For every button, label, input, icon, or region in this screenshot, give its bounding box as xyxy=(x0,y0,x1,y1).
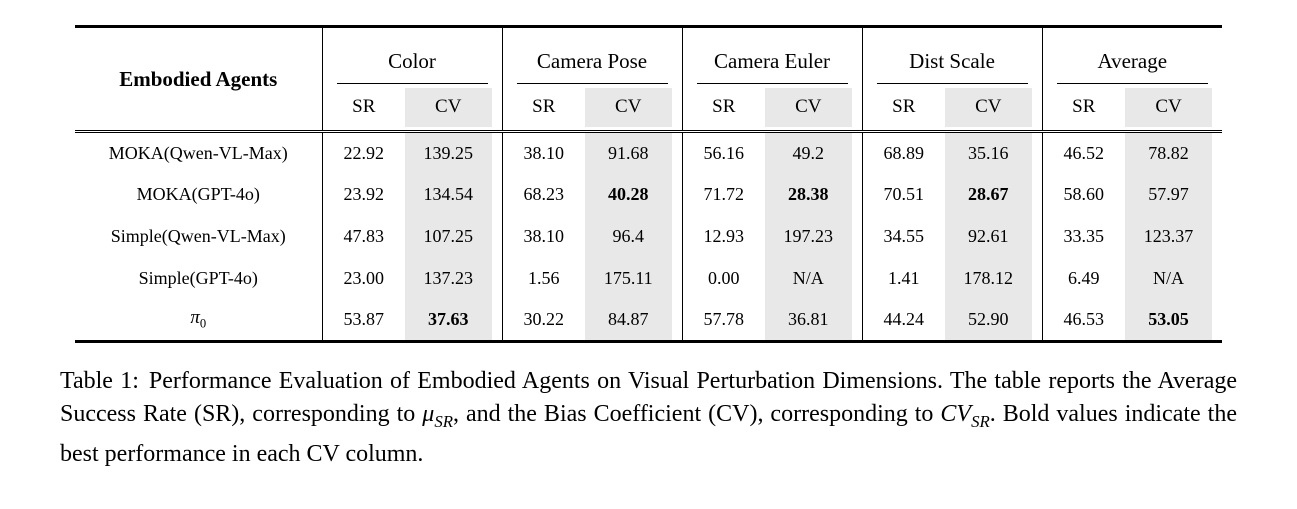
subheader-sr-average: SR xyxy=(1041,83,1126,133)
row-label: MOKA(Qwen-VL-Max) xyxy=(108,142,288,163)
sr-value: 30.22 xyxy=(501,299,585,342)
row-label: MOKA(GPT-4o) xyxy=(136,184,260,204)
cv-glyph: CV xyxy=(940,401,972,427)
cv-value: 134.54 xyxy=(405,173,502,216)
group-header-average: Average xyxy=(1041,26,1223,84)
cv-value: 197.23 xyxy=(765,215,862,258)
cv-value-best: 28.38 xyxy=(765,173,862,216)
group-header-camera-euler-label: Camera Euler xyxy=(696,37,848,84)
sr-value: 44.24 xyxy=(861,299,946,342)
caption-text-3: . Bold values indicate the best performa… xyxy=(60,401,1237,467)
cv-value: 91.68 xyxy=(585,131,682,174)
sr-value: 68.23 xyxy=(501,173,585,216)
group-header-camera-euler: Camera Euler xyxy=(681,26,863,84)
sr-value: 38.10 xyxy=(501,215,585,258)
cv-value-best: 28.67 xyxy=(945,173,1042,216)
subheader-sr-dist-scale: SR xyxy=(861,83,946,133)
column-header-embodied-agents: Embodied Agents xyxy=(75,26,322,133)
pi-symbol: π xyxy=(190,307,200,329)
cv-value: N/A xyxy=(765,257,862,300)
cv-value: 36.81 xyxy=(765,299,862,342)
cv-value: 92.61 xyxy=(945,215,1042,258)
cv-value: 137.23 xyxy=(405,257,502,300)
sr-value: 0.00 xyxy=(681,257,766,300)
sr-value: 58.60 xyxy=(1041,173,1126,216)
cv-value: 139.25 xyxy=(405,131,502,174)
cv-sr-symbol: CVSR xyxy=(940,401,989,431)
sr-value: 12.93 xyxy=(681,215,766,258)
caption-text-1: Performance Evaluation of Embodied Agent… xyxy=(60,368,1238,427)
group-header-dist-scale: Dist Scale xyxy=(861,26,1043,84)
subheader-cv-average: CV xyxy=(1125,83,1223,133)
table-row: Simple(GPT-4o) 23.00 137.23 1.56 175.11 … xyxy=(75,257,1222,300)
cv-value: 178.12 xyxy=(945,257,1042,300)
sr-value: 47.83 xyxy=(321,215,405,258)
sr-value: 23.92 xyxy=(321,173,405,216)
sr-value: 71.72 xyxy=(681,173,766,216)
sr-value: 33.35 xyxy=(1041,215,1126,258)
cv-value: N/A xyxy=(1125,257,1222,300)
table-caption: Table 1: Performance Evaluation of Embodi… xyxy=(60,365,1237,471)
cv-value: 96.4 xyxy=(585,215,682,258)
subheader-sr-camera-pose: SR xyxy=(501,83,585,133)
sr-value: 46.52 xyxy=(1041,131,1126,174)
sr-value: 1.56 xyxy=(501,257,585,300)
cv-value: 175.11 xyxy=(585,257,682,300)
table-row: π0 53.87 37.63 30.22 84.87 57.78 36.81 4… xyxy=(75,299,1222,342)
cv-value: 107.25 xyxy=(405,215,502,258)
sr-value: 1.41 xyxy=(861,257,946,300)
sr-value: 53.87 xyxy=(321,299,405,342)
row-label: Simple(Qwen-VL-Max) xyxy=(110,226,286,246)
sr-value: 38.10 xyxy=(501,131,585,174)
sr-value: 22.92 xyxy=(321,131,405,174)
cv-value: 35.16 xyxy=(945,131,1042,174)
group-header-dist-scale-label: Dist Scale xyxy=(876,37,1028,84)
group-header-average-label: Average xyxy=(1056,37,1209,84)
cv-value: 57.97 xyxy=(1125,173,1222,216)
cv-value-best: 37.63 xyxy=(405,299,502,342)
row-label-pi-zero: π0 xyxy=(75,300,322,342)
sr-value: 23.00 xyxy=(321,257,405,300)
table-row: MOKA(Qwen-VL-Max) 22.92 139.25 38.10 91.… xyxy=(75,131,1222,174)
table-row: MOKA(GPT-4o) 23.92 134.54 68.23 40.28 71… xyxy=(75,173,1222,216)
sr-value: 34.55 xyxy=(861,215,946,258)
pi-subscript: 0 xyxy=(199,317,207,332)
cv-value: 52.90 xyxy=(945,299,1042,342)
table-container: Embodied Agents Color Camera Pose Camera… xyxy=(75,25,1237,343)
sr-value: 6.49 xyxy=(1041,257,1126,300)
cv-value: 123.37 xyxy=(1125,215,1222,258)
results-table: Embodied Agents Color Camera Pose Camera… xyxy=(75,25,1223,343)
cv-value: 49.2 xyxy=(765,131,862,174)
subheader-cv-dist-scale: CV xyxy=(945,83,1043,133)
caption-text-2: , and the Bias Coefficient (CV), corresp… xyxy=(452,401,941,427)
subheader-sr-color: SR xyxy=(321,83,405,133)
table-row: Simple(Qwen-VL-Max) 47.83 107.25 38.10 9… xyxy=(75,215,1222,258)
sr-value: 46.53 xyxy=(1041,299,1126,342)
subheader-cv-camera-euler: CV xyxy=(765,83,863,133)
cv-value: 84.87 xyxy=(585,299,682,342)
cv-value-best: 53.05 xyxy=(1125,299,1222,342)
mu-subscript: SR xyxy=(434,411,453,431)
subheader-cv-camera-pose: CV xyxy=(585,83,683,133)
mu-glyph: μ xyxy=(422,401,435,427)
subheader-cv-color: CV xyxy=(405,83,502,133)
cv-subscript: SR xyxy=(971,411,990,431)
sr-value: 56.16 xyxy=(681,131,766,174)
group-header-camera-pose: Camera Pose xyxy=(501,26,683,84)
sr-value: 57.78 xyxy=(681,299,766,342)
cv-value: 78.82 xyxy=(1125,131,1222,174)
subheader-sr-camera-euler: SR xyxy=(681,83,766,133)
group-header-color-label: Color xyxy=(336,37,488,84)
group-header-camera-pose-label: Camera Pose xyxy=(516,37,668,84)
sr-value: 70.51 xyxy=(861,173,946,216)
subheader-row: SR CV SR CV SR CV SR CV SR CV xyxy=(75,83,1223,133)
caption-label: Table 1: xyxy=(60,368,139,394)
group-header-row: Embodied Agents Color Camera Pose Camera… xyxy=(75,26,1223,133)
sr-value: 68.89 xyxy=(861,131,946,174)
mu-sr-symbol: μSR xyxy=(422,401,453,431)
group-header-color: Color xyxy=(321,26,502,84)
row-label: Simple(GPT-4o) xyxy=(138,268,258,288)
cv-value-best: 40.28 xyxy=(585,173,682,216)
